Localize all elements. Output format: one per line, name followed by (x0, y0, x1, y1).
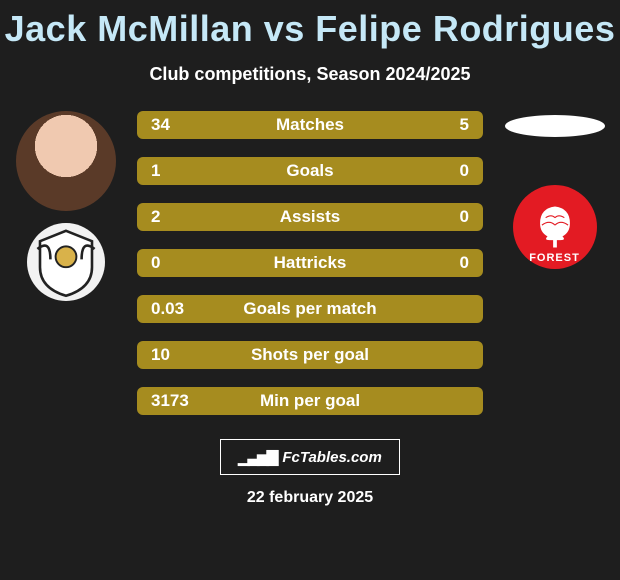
club-right-badge: FOREST (513, 185, 597, 269)
chart-icon: ▁▃▅▇ (238, 448, 276, 466)
stat-left-value: 0 (151, 253, 201, 273)
comparison-content: FOREST 34 Matches 5 1 Goals 0 2 Assists … (0, 111, 620, 415)
stat-label: Assists (201, 207, 419, 227)
stat-left-value: 1 (151, 161, 201, 181)
crest-icon (27, 223, 105, 301)
player-left-avatar (16, 111, 116, 211)
stat-label: Min per goal (201, 391, 419, 411)
stat-right-value: 0 (419, 253, 469, 273)
footer-brand[interactable]: ▁▃▅▇ FcTables.com (220, 439, 400, 475)
club-right-label: FOREST (529, 253, 580, 264)
stat-label: Goals (201, 161, 419, 181)
stat-left-value: 10 (151, 345, 201, 365)
stat-row: 1 Goals 0 (137, 157, 483, 185)
stat-row: 10 Shots per goal (137, 341, 483, 369)
player-right-column: FOREST (497, 111, 612, 269)
stat-label: Matches (201, 115, 419, 135)
stat-left-value: 2 (151, 207, 201, 227)
page-subtitle: Club competitions, Season 2024/2025 (0, 64, 620, 85)
tree-crest-icon (527, 199, 583, 255)
page-title: Jack McMillan vs Felipe Rodrigues (0, 0, 620, 50)
footer-brand-text: FcTables.com (282, 449, 381, 466)
stat-left-value: 0.03 (151, 299, 201, 319)
club-left-badge (27, 223, 105, 301)
stat-left-value: 34 (151, 115, 201, 135)
stat-label: Hattricks (201, 253, 419, 273)
player-right-avatar (505, 115, 605, 137)
stat-row: 3173 Min per goal (137, 387, 483, 415)
stat-row: 0 Hattricks 0 (137, 249, 483, 277)
stat-right-value: 0 (419, 161, 469, 181)
footer-date: 22 february 2025 (0, 489, 620, 507)
face-placeholder-icon (16, 111, 116, 211)
stat-right-value: 0 (419, 207, 469, 227)
stats-table: 34 Matches 5 1 Goals 0 2 Assists 0 0 Hat… (137, 111, 483, 415)
stat-left-value: 3173 (151, 391, 201, 411)
player-left-column (8, 111, 123, 301)
stat-label: Shots per goal (201, 345, 419, 365)
stat-row: 2 Assists 0 (137, 203, 483, 231)
stat-right-value: 5 (419, 115, 469, 135)
stat-label: Goals per match (201, 299, 419, 319)
stat-row: 34 Matches 5 (137, 111, 483, 139)
stat-row: 0.03 Goals per match (137, 295, 483, 323)
